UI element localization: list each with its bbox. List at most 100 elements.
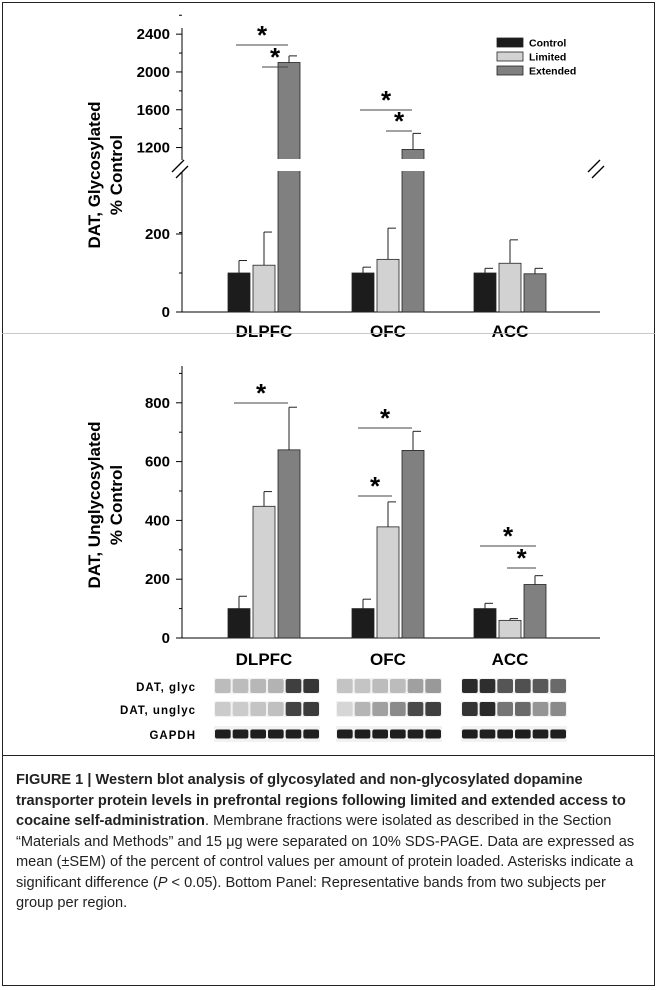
blot-band — [515, 679, 531, 693]
panel-b-tick-label: 0 — [162, 630, 170, 647]
blot-row-label: DAT, unglyc — [120, 705, 196, 717]
panel-b-bar — [277, 449, 301, 639]
panel-b-category-label: ACC — [492, 650, 529, 669]
panel-b-bar — [523, 584, 547, 639]
blot-band — [250, 702, 266, 716]
blot-band — [390, 679, 406, 693]
blot-band — [232, 729, 249, 739]
figure-caption: FIGURE 1 | Western blot analysis of glyc… — [16, 770, 646, 914]
legend-swatch — [496, 37, 524, 48]
panel-a-break-gap — [179, 160, 185, 172]
panel-a-tick-label: 2400 — [137, 26, 170, 43]
blot-band — [354, 679, 371, 693]
blot-band — [390, 702, 406, 716]
blot-band — [285, 702, 302, 716]
blot-band — [303, 702, 319, 716]
blot-band — [497, 729, 513, 739]
caption-body-2: < 0.05). Bottom Panel: Representative ba… — [16, 874, 606, 912]
panel-a-tick-label: 1200 — [137, 140, 170, 157]
blot-band — [425, 679, 441, 693]
panel-b-sig-star: * — [370, 471, 381, 501]
blot-band — [462, 729, 478, 739]
blot-band — [407, 679, 424, 693]
panel-b-sig-star: * — [516, 543, 527, 573]
blot-band — [407, 702, 424, 716]
blot-band — [425, 702, 441, 716]
panel-a-tick-label: 1600 — [137, 102, 170, 119]
caption-p-symbol: P — [157, 874, 168, 891]
blot-band — [268, 702, 284, 716]
panel-a-category-label: OFC — [370, 322, 406, 341]
panel-b-category-label: DLPFC — [236, 650, 293, 669]
blot-band — [337, 679, 353, 693]
panel-b-bar — [473, 608, 497, 639]
panel-b-sig-star: * — [503, 521, 514, 551]
blot-band — [462, 702, 478, 716]
blot-band — [515, 702, 531, 716]
panel-a-bar — [498, 262, 522, 313]
blot-band — [550, 729, 566, 739]
blot-band — [268, 679, 284, 693]
panel-b-bar — [351, 608, 375, 639]
blot-band — [390, 729, 406, 739]
panel-b-ylabel-line2: % Control — [107, 465, 126, 545]
blot-band — [268, 729, 284, 739]
panel-b-tick-label: 400 — [145, 512, 170, 529]
panel-a-break-slash — [175, 165, 189, 179]
panel-a-tick-label: 200 — [145, 226, 170, 243]
panel-b-bar — [498, 619, 522, 639]
blot-band — [497, 702, 513, 716]
blot-band — [462, 679, 478, 693]
blot-band — [372, 679, 388, 693]
blot-band — [479, 729, 496, 739]
panel-b-tick-label: 200 — [145, 571, 170, 588]
panel-a-bar — [401, 149, 425, 313]
panel-a-sig-star: * — [394, 106, 405, 136]
panel-b-bar — [401, 450, 425, 639]
legend-swatch — [496, 51, 524, 62]
blot-band — [232, 679, 249, 693]
panel-separator — [2, 333, 655, 334]
panel-b-sig-star: * — [380, 403, 391, 433]
legend-swatch — [496, 65, 524, 76]
blot-band — [354, 729, 371, 739]
panel-a-bar-break — [277, 159, 301, 171]
panel-a-bar-break — [401, 159, 425, 171]
panel-b-bar — [227, 608, 251, 639]
panel-b-ylabel: DAT, Unglycosylated% Control — [85, 422, 126, 589]
blot-band — [532, 729, 549, 739]
panel-a-ylabel-line1: DAT, Glycosylated — [85, 101, 104, 248]
panel-a-bar — [351, 272, 375, 313]
legend-label: Control — [529, 38, 566, 50]
panel-a-bar — [376, 258, 400, 313]
panel-b-tick-label: 600 — [145, 454, 170, 471]
panel-a-sig-star: * — [381, 85, 392, 115]
panel-a-bar — [252, 264, 276, 313]
blot-row-label: GAPDH — [149, 730, 196, 742]
blot-band — [479, 679, 496, 693]
blot-row-label: DAT, glyc — [136, 682, 196, 694]
blot-band — [550, 679, 566, 693]
blot-band — [285, 679, 302, 693]
legend-label: Extended — [529, 66, 576, 78]
caption-divider — [3, 755, 654, 756]
panel-a-tick-label: 0 — [162, 304, 170, 321]
blot-band — [250, 729, 266, 739]
panel-b-sig-star: * — [256, 378, 267, 408]
panel-a-category-label: ACC — [492, 322, 529, 341]
blot-band — [250, 679, 266, 693]
panel-a-ylabel-line2: % Control — [107, 135, 126, 215]
panel-b-bar — [376, 526, 400, 639]
blot-band — [372, 702, 388, 716]
blot-band — [232, 702, 249, 716]
blot-band — [285, 729, 302, 739]
panel-a-bar — [227, 272, 251, 313]
blot-band — [215, 702, 231, 716]
panel-a-ylabel: DAT, Glycosylated% Control — [85, 101, 126, 248]
blot-band — [532, 679, 549, 693]
blot-band — [337, 702, 353, 716]
panel-a-sig-star: * — [270, 42, 281, 72]
blot-band — [479, 702, 496, 716]
